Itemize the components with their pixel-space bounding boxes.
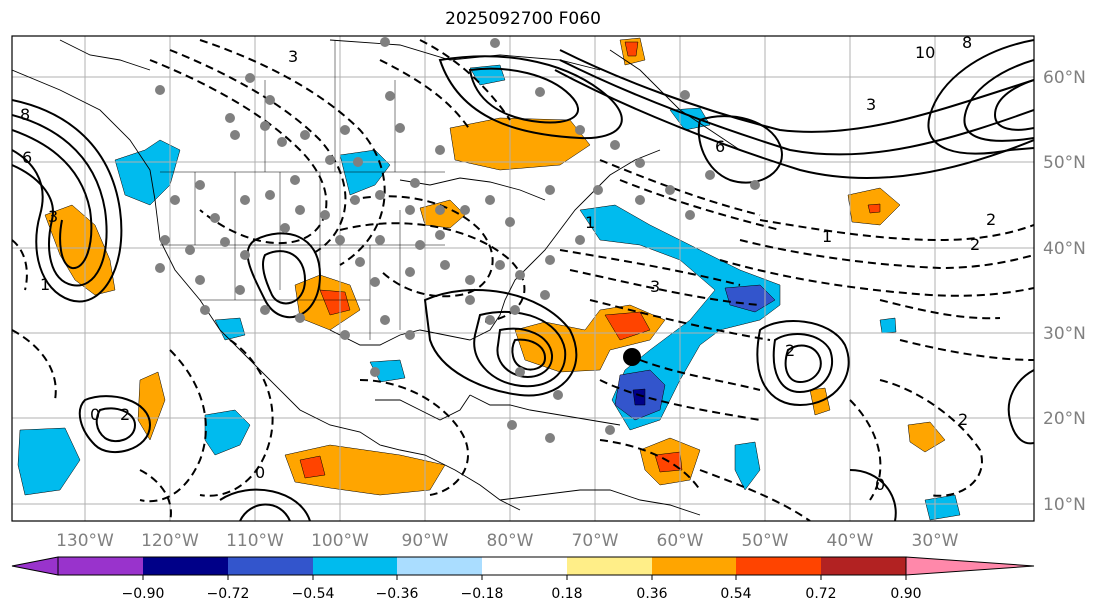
longitude-label: 30°W — [912, 531, 959, 551]
storm-center-marker — [623, 348, 641, 366]
latitude-label: 50°N — [1043, 153, 1086, 173]
contour-label: 6 — [715, 137, 725, 156]
colorbar-bin — [736, 557, 821, 575]
colorbar-bin — [313, 557, 397, 575]
latitude-label: 40°N — [1043, 239, 1086, 259]
colorbar-tick-label: −0.54 — [292, 586, 335, 602]
colorbar-bin — [652, 557, 736, 575]
longitude-label: 60°W — [657, 531, 704, 551]
contour-label: 0 — [90, 405, 100, 424]
colorbar-bin — [58, 557, 143, 575]
longitude-label: 50°W — [742, 531, 789, 551]
colorbar-ticks — [142, 575, 907, 580]
graticule — [12, 36, 1034, 521]
longitude-label: 90°W — [402, 531, 449, 551]
longitude-label: 80°W — [487, 531, 534, 551]
contour-label: 0 — [875, 475, 885, 494]
colorbar-tick-label: 0.18 — [551, 586, 582, 602]
contour-label: 0 — [255, 463, 265, 482]
contour-labels: 6 8 3 1 0 2 3 10 8 6 3 2 1 2 3 1 2 0 2 0 — [20, 33, 996, 494]
colorbar-tick-label: 0.54 — [720, 586, 751, 602]
contour-label: 3 — [48, 207, 58, 226]
colorbar: −0.90 −0.72 −0.54 −0.36 −0.18 0.18 0.36 … — [11, 556, 1035, 602]
contour-label: 2 — [958, 410, 968, 429]
contour-label: 10 — [915, 43, 935, 62]
contour-label: 1 — [585, 213, 595, 232]
colorbar-tick-label: −0.36 — [376, 586, 419, 602]
longitude-label: 40°W — [827, 531, 874, 551]
contour-label: 2 — [986, 210, 996, 229]
latitude-axis-labels: 60°N 50°N 40°N 30°N 20°N 10°N — [1043, 68, 1086, 515]
contours-positive — [12, 39, 1034, 521]
map-title: 2025092700 F060 — [445, 9, 601, 29]
contour-label: 2 — [970, 235, 980, 254]
longitude-label: 110°W — [226, 531, 284, 551]
colorbar-tick-label: −0.90 — [122, 586, 165, 602]
longitude-label: 120°W — [141, 531, 199, 551]
colorbar-tick-label: 0.72 — [805, 586, 836, 602]
longitude-label: 100°W — [311, 531, 369, 551]
contour-label: 8 — [962, 33, 972, 52]
political-borders — [160, 40, 445, 340]
latitude-label: 10°N — [1043, 495, 1086, 515]
map-frame — [11, 35, 1035, 522]
map-plot-area: 6 8 3 1 0 2 3 10 8 6 3 2 1 2 3 1 2 0 2 0 — [12, 33, 1034, 521]
contour-label: 2 — [120, 405, 130, 424]
colorbar-tick-label: 0.90 — [890, 586, 921, 602]
colorbar-bin — [143, 557, 228, 575]
contour-label: 1 — [822, 227, 832, 246]
contour-label: 8 — [20, 105, 30, 124]
colorbar-tick-label: 0.36 — [636, 586, 667, 602]
colorbar-under-triangle — [11, 556, 59, 576]
latitude-label: 30°N — [1043, 324, 1086, 344]
contour-label: 1 — [40, 275, 50, 294]
contour-label: 3 — [866, 95, 876, 114]
contour-label: 3 — [288, 47, 298, 66]
shaded-field-negative — [17, 64, 961, 521]
longitude-label: 70°W — [572, 531, 619, 551]
colorbar-tick-label: −0.18 — [461, 586, 504, 602]
colorbar-bin — [228, 557, 313, 575]
longitude-label: 130°W — [56, 531, 114, 551]
contour-label: 3 — [650, 277, 660, 296]
colorbar-bin — [397, 557, 482, 575]
colorbar-bin — [567, 557, 652, 575]
latitude-label: 60°N — [1043, 68, 1086, 88]
colorbar-bin — [821, 557, 906, 575]
contours-negative — [12, 39, 1034, 521]
contour-label: 6 — [22, 148, 32, 167]
longitude-axis-labels: 130°W 120°W 110°W 100°W 90°W 80°W 70°W 6… — [56, 531, 959, 551]
colorbar-bin — [482, 557, 567, 575]
latitude-label: 20°N — [1043, 409, 1086, 429]
colorbar-over-triangle — [905, 556, 1035, 576]
contour-label: 2 — [785, 341, 795, 360]
colorbar-tick-label: −0.72 — [207, 586, 250, 602]
station-markers — [155, 37, 760, 443]
